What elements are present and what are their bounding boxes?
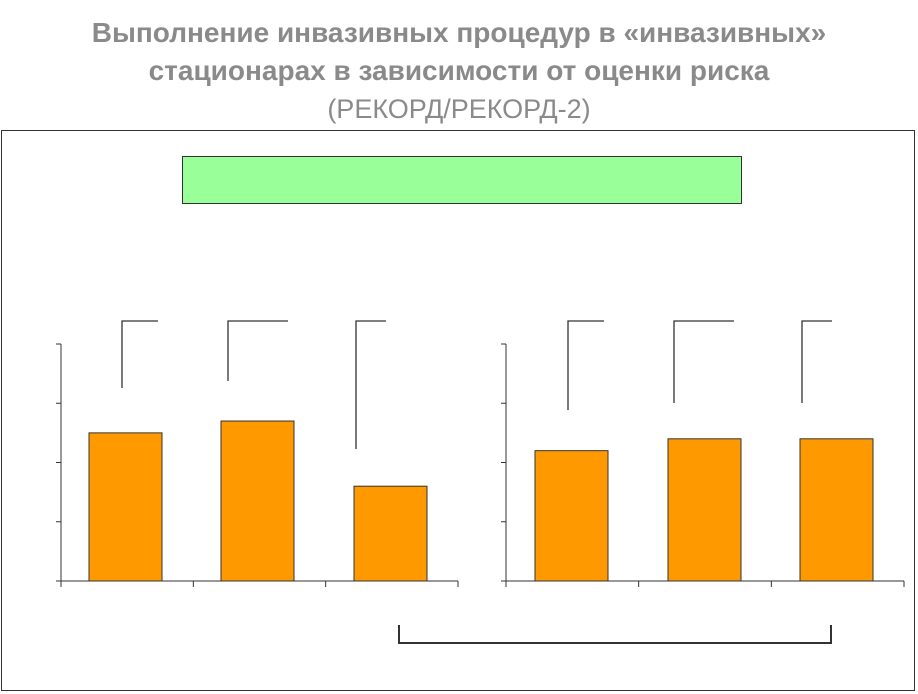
comparison-bracket-1-2 (227, 320, 288, 381)
comparison-bracket-1-3 (355, 320, 386, 449)
green-banner (182, 156, 742, 204)
bar-2-1 (534, 450, 609, 582)
title-line-2: стационарах в зависимости от оценки риск… (148, 55, 770, 86)
comparison-bracket-2-3 (801, 320, 832, 403)
bar-1-2 (220, 420, 295, 582)
bar-1-3 (353, 485, 428, 582)
comparison-bracket-1-1 (121, 320, 158, 388)
bar-2-2 (667, 438, 742, 582)
slide-title: Выполнение инвазивных процедур в «инвази… (0, 14, 918, 128)
bar-2-3 (799, 438, 874, 582)
chart-frame (1, 130, 915, 691)
comparison-bracket-2-2 (673, 320, 734, 403)
title-line-1: Выполнение инвазивных процедур в «инвази… (91, 17, 827, 48)
group-bracket (398, 625, 832, 644)
comparison-bracket-2-1 (567, 320, 604, 410)
title-line-3: (РЕКОРД/РЕКОРД‑2) (327, 94, 591, 124)
bar-1-1 (88, 432, 163, 582)
